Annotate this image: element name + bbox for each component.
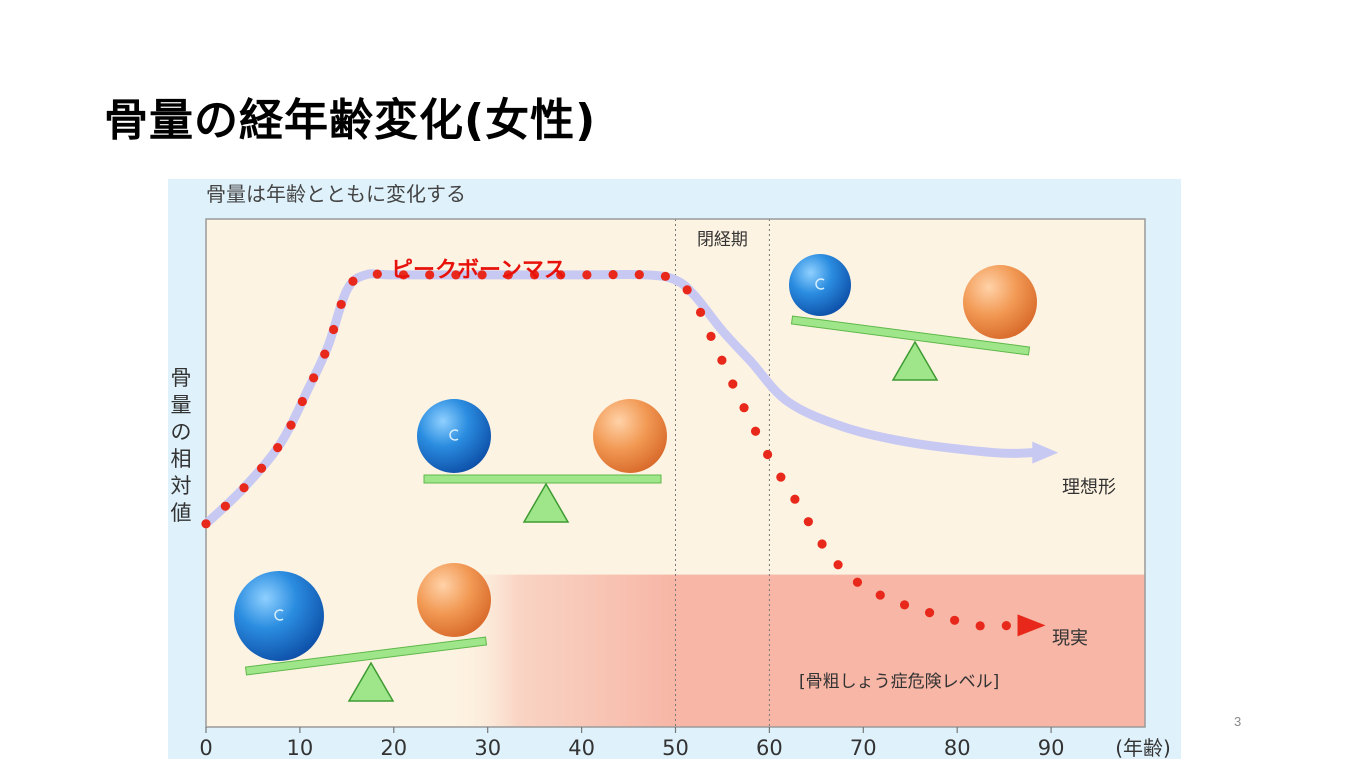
x-axis-label: (年齢) (1115, 736, 1171, 759)
seesaw-post-menopause-blue-ball (789, 254, 851, 316)
seesaw-peak-orange-ball (593, 399, 667, 473)
y-axis-label-char: の (171, 420, 192, 444)
series-reality-point (790, 494, 800, 504)
x-tick-label-10: 10 (287, 736, 314, 759)
series-reality-point (372, 269, 382, 279)
seesaw-peak (417, 399, 667, 523)
danger-zone-label: [骨粗しょう症危険レベル] (799, 672, 999, 692)
seesaw-post-menopause-orange-ball (963, 265, 1037, 339)
y-axis-label-char: 骨 (171, 366, 192, 390)
menopause-label: 閉経期 (697, 230, 748, 250)
series-reality-point (256, 463, 267, 473)
seesaw-post-menopause (789, 254, 1037, 381)
series-reality-point (1001, 621, 1011, 631)
danger-zone (675, 574, 1145, 727)
page-number: 3 (1234, 714, 1242, 729)
series-reality-point (833, 560, 843, 570)
series-reality-point (309, 373, 319, 383)
series-reality-point (660, 271, 671, 281)
series-reality-point (477, 270, 487, 280)
series-reality-point (776, 472, 786, 482)
series-reality-point (852, 577, 863, 587)
series-reality-point (608, 270, 618, 280)
reality-label: 現実 (1052, 628, 1088, 649)
y-axis-label-char: 対 (171, 474, 192, 498)
series-reality-point (763, 449, 773, 460)
seesaw-peak-blue-ball (417, 399, 491, 473)
series-reality-point (875, 590, 885, 600)
series-reality-point (975, 621, 985, 631)
series-reality-point (286, 420, 296, 430)
series-reality-point (220, 501, 230, 511)
series-reality-point (634, 269, 644, 280)
ideal-label: 理想形 (1062, 477, 1116, 498)
y-axis-label-char: 相 (171, 447, 192, 471)
x-tick-label-30: 30 (474, 736, 501, 759)
series-reality-point (348, 276, 358, 286)
series-reality-point (239, 483, 249, 493)
seesaw-peak-blue-ball-shine (449, 429, 459, 441)
series-reality-point (297, 396, 307, 407)
series-reality-point (201, 519, 211, 529)
x-tick-label-20: 20 (380, 736, 407, 759)
seesaw-post-menopause-blue-ball-shine (815, 278, 825, 290)
series-reality-point (273, 443, 283, 453)
seesaw-youth-blue-ball-shine (274, 609, 284, 621)
seesaw-illustrations (234, 254, 1037, 702)
series-reality-point (582, 270, 592, 280)
series-reality-point (817, 539, 827, 549)
seesaw-youth-orange-ball (417, 563, 491, 637)
series-reality-point (950, 615, 960, 625)
x-tick-label-80: 80 (944, 736, 971, 759)
series-reality-point (425, 270, 435, 280)
seesaw-youth-blue-ball (234, 571, 324, 661)
series-reality-point (706, 331, 716, 341)
series-reality-point (924, 608, 935, 618)
series-ideal-arrowhead (1032, 441, 1059, 464)
series-reality-point (728, 379, 738, 389)
seesaw-post-menopause-board (790, 315, 1031, 356)
series-reality-point (503, 270, 513, 280)
series-reality-point (899, 600, 910, 610)
seesaw-youth (234, 563, 491, 702)
x-axis: 0 10 20 30 40 50 60 70 80 90 (年齢) (199, 727, 1171, 759)
series-reality-point (556, 270, 566, 280)
x-tick-label-40: 40 (568, 736, 595, 759)
series-reality-point (328, 324, 339, 335)
seesaw-youth-fulcrum (347, 661, 395, 702)
chart-title: 骨量は年齢とともに変化する (206, 182, 466, 206)
y-axis-label: 骨量の相対値 (171, 366, 192, 525)
series-reality-point (529, 270, 540, 280)
series-reality-point (336, 299, 346, 310)
seesaw-youth-board (244, 636, 488, 676)
series-reality-point (750, 426, 761, 436)
series-reality-point (451, 270, 461, 280)
series-reality-point (695, 307, 706, 317)
x-tick-label-90: 90 (1038, 736, 1065, 759)
series-reality-point (717, 355, 727, 365)
slide-title: 骨量の経年齢変化(女性) (104, 95, 597, 146)
x-tick-label-50: 50 (662, 736, 689, 759)
x-tick-label-60: 60 (756, 736, 783, 759)
peak-bone-mass-label: ピークボーンマス (391, 258, 566, 283)
x-tick-label-0: 0 (199, 736, 212, 759)
series-reality-arrowhead (1017, 614, 1046, 637)
series-reality-point (682, 285, 692, 295)
seesaw-post-menopause-fulcrum (891, 340, 939, 381)
seesaw-peak-board (423, 474, 662, 484)
y-axis-label-char: 値 (171, 501, 192, 525)
series-layer (201, 269, 1059, 637)
seesaw-peak-fulcrum (522, 482, 570, 523)
series-reality-point (739, 403, 749, 413)
bone-mass-chart: 骨量は年齢とともに変化する ピークボーンマス 閉経期理想形現実 [骨粗しょう症危険レ… (168, 179, 1181, 759)
x-tick-label-70: 70 (850, 736, 877, 759)
series-reality-point (803, 517, 813, 527)
series-reality-point (398, 270, 409, 280)
y-axis-label-char: 量 (171, 393, 192, 417)
series-reality-point (320, 349, 330, 359)
